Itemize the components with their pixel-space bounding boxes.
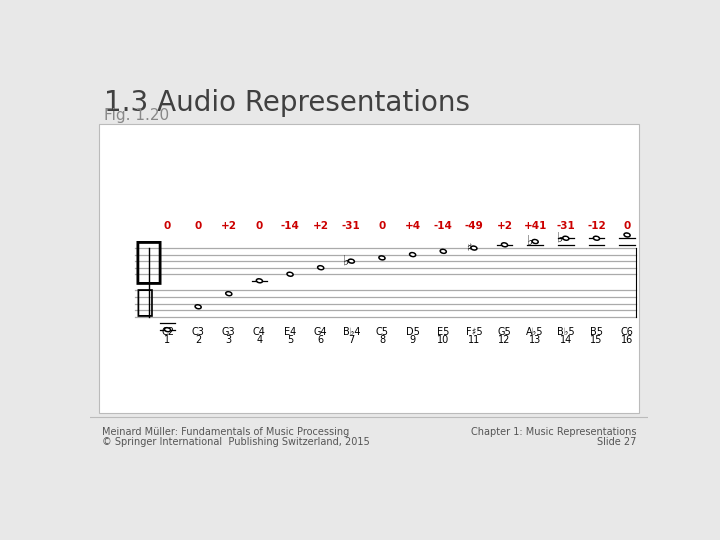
Text: F♯5: F♯5 bbox=[466, 327, 482, 338]
Ellipse shape bbox=[442, 251, 445, 252]
Text: D5: D5 bbox=[405, 327, 420, 338]
Text: 𝄢: 𝄢 bbox=[136, 288, 154, 318]
Text: 15: 15 bbox=[590, 335, 603, 345]
Text: G5: G5 bbox=[498, 327, 511, 338]
Text: +4: +4 bbox=[405, 221, 420, 231]
Text: C4: C4 bbox=[253, 327, 266, 338]
Ellipse shape bbox=[381, 257, 384, 259]
Text: -12: -12 bbox=[587, 221, 606, 231]
Text: 14: 14 bbox=[559, 335, 572, 345]
Text: 10: 10 bbox=[437, 335, 449, 345]
Text: 8: 8 bbox=[379, 335, 385, 345]
Text: -31: -31 bbox=[342, 221, 361, 231]
Text: 1: 1 bbox=[164, 335, 171, 345]
Text: ♭: ♭ bbox=[343, 254, 349, 268]
Ellipse shape bbox=[348, 259, 354, 263]
Text: 1.3 Audio Representations: 1.3 Audio Representations bbox=[104, 90, 470, 117]
Text: Fig. 1.20: Fig. 1.20 bbox=[104, 108, 169, 123]
Text: A♭5: A♭5 bbox=[526, 327, 544, 338]
Text: G4: G4 bbox=[314, 327, 328, 338]
Text: -14: -14 bbox=[281, 221, 300, 231]
Text: E5: E5 bbox=[437, 327, 449, 338]
Ellipse shape bbox=[166, 329, 169, 330]
Text: 3: 3 bbox=[225, 335, 232, 345]
Text: G3: G3 bbox=[222, 327, 235, 338]
Text: 6: 6 bbox=[318, 335, 324, 345]
Text: Chapter 1: Music Representations: Chapter 1: Music Representations bbox=[471, 427, 636, 437]
Ellipse shape bbox=[320, 267, 323, 268]
Text: 0: 0 bbox=[164, 221, 171, 231]
Text: 13: 13 bbox=[529, 335, 541, 345]
Ellipse shape bbox=[624, 233, 630, 237]
Ellipse shape bbox=[440, 249, 446, 253]
Bar bbox=[99, 124, 639, 413]
Ellipse shape bbox=[473, 247, 476, 249]
Text: 7: 7 bbox=[348, 335, 354, 345]
Text: ♭: ♭ bbox=[557, 231, 564, 245]
Text: © Springer International  Publishing Switzerland, 2015: © Springer International Publishing Swit… bbox=[102, 437, 369, 447]
Ellipse shape bbox=[195, 305, 201, 309]
Ellipse shape bbox=[410, 253, 415, 256]
Text: -31: -31 bbox=[557, 221, 575, 231]
Ellipse shape bbox=[563, 237, 569, 240]
Ellipse shape bbox=[593, 237, 600, 240]
Text: -49: -49 bbox=[464, 221, 483, 231]
Text: C6: C6 bbox=[621, 327, 634, 338]
Text: B♭4: B♭4 bbox=[343, 327, 360, 338]
Ellipse shape bbox=[564, 238, 567, 239]
Text: Meinard Müller: Fundamentals of Music Processing: Meinard Müller: Fundamentals of Music Pr… bbox=[102, 427, 349, 437]
Ellipse shape bbox=[534, 241, 537, 242]
Ellipse shape bbox=[164, 328, 171, 332]
Text: 2: 2 bbox=[195, 335, 202, 345]
Text: 0: 0 bbox=[256, 221, 263, 231]
Ellipse shape bbox=[197, 306, 200, 308]
Text: 12: 12 bbox=[498, 335, 510, 345]
Ellipse shape bbox=[532, 240, 539, 244]
Text: 4: 4 bbox=[256, 335, 263, 345]
Ellipse shape bbox=[626, 234, 629, 236]
Text: ♭: ♭ bbox=[526, 234, 533, 248]
Ellipse shape bbox=[289, 273, 292, 275]
Text: 5: 5 bbox=[287, 335, 293, 345]
Text: C2: C2 bbox=[161, 327, 174, 338]
Ellipse shape bbox=[412, 254, 415, 255]
Ellipse shape bbox=[256, 279, 263, 283]
Ellipse shape bbox=[503, 244, 506, 246]
Ellipse shape bbox=[225, 292, 232, 296]
Ellipse shape bbox=[595, 238, 598, 239]
Ellipse shape bbox=[287, 272, 293, 276]
Text: B5: B5 bbox=[590, 327, 603, 338]
Ellipse shape bbox=[318, 266, 324, 269]
Text: 0: 0 bbox=[378, 221, 386, 231]
Text: B♭5: B♭5 bbox=[557, 327, 575, 338]
Text: ♯: ♯ bbox=[466, 242, 471, 253]
Text: 11: 11 bbox=[468, 335, 480, 345]
Text: +41: +41 bbox=[523, 221, 547, 231]
Text: 0: 0 bbox=[624, 221, 631, 231]
Ellipse shape bbox=[379, 256, 385, 260]
Text: -14: -14 bbox=[434, 221, 453, 231]
Ellipse shape bbox=[501, 243, 508, 247]
Text: 16: 16 bbox=[621, 335, 633, 345]
Text: 9: 9 bbox=[410, 335, 415, 345]
Text: +2: +2 bbox=[497, 221, 513, 231]
Ellipse shape bbox=[228, 293, 230, 295]
Text: 𝄞: 𝄞 bbox=[133, 237, 163, 285]
Text: +2: +2 bbox=[312, 221, 329, 231]
Ellipse shape bbox=[351, 260, 353, 262]
Text: +2: +2 bbox=[221, 221, 237, 231]
Text: 0: 0 bbox=[194, 221, 202, 231]
Ellipse shape bbox=[258, 280, 261, 282]
Ellipse shape bbox=[471, 246, 477, 250]
Text: C5: C5 bbox=[375, 327, 389, 338]
Text: Slide 27: Slide 27 bbox=[597, 437, 636, 447]
Text: C3: C3 bbox=[192, 327, 204, 338]
Text: E4: E4 bbox=[284, 327, 296, 338]
